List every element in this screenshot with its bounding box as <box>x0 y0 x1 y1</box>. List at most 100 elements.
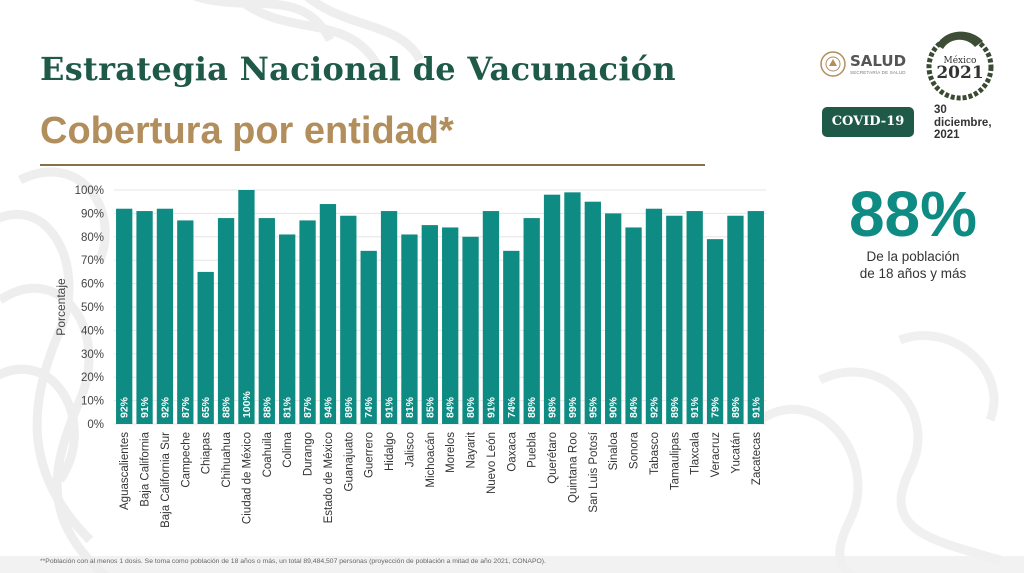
bar-value-label: 65% <box>200 396 212 418</box>
bar <box>645 208 663 424</box>
bar <box>380 211 398 424</box>
y-tick-label: 80% <box>81 232 104 244</box>
x-tick-label: Sonora <box>629 431 641 469</box>
summary-desc-line1: De la población <box>866 249 960 264</box>
page-subtitle: Cobertura por entidad* <box>40 110 454 152</box>
x-tick-label: Campeche <box>180 432 192 488</box>
bar-value-label: 87% <box>302 396 314 418</box>
bar <box>706 239 724 424</box>
title-divider <box>40 164 705 166</box>
x-tick-label: Zacatecas <box>751 432 763 485</box>
y-tick-label: 100% <box>75 185 104 197</box>
seal-icon: México 2021 <box>926 31 994 101</box>
y-tick-label: 50% <box>81 302 104 314</box>
x-tick-label: Yucatán <box>730 432 742 474</box>
bar <box>279 234 296 424</box>
bar-value-label: 99% <box>567 396 579 418</box>
x-tick-label: Chiapas <box>201 432 213 474</box>
x-tick-label: Coahuila <box>262 431 274 477</box>
date-day: 30 <box>934 104 947 116</box>
x-tick-label: Ciudad de México <box>241 432 253 524</box>
eagle-emblem-icon <box>820 51 846 77</box>
x-tick-label: Guanajuato <box>343 432 355 491</box>
bar <box>299 220 316 424</box>
x-tick-label: Veracruz <box>710 432 722 478</box>
x-tick-label: Hidalgo <box>384 432 396 471</box>
bar <box>156 208 174 424</box>
seal-year-text: 2021 <box>936 63 983 83</box>
bar-value-label: 89% <box>343 396 355 418</box>
x-tick-label: Baja California Sur <box>160 432 172 528</box>
bar-value-label: 84% <box>628 396 640 418</box>
y-axis-title: Porcentaje <box>54 278 68 336</box>
y-tick-label: 30% <box>81 349 104 361</box>
covid-badge: COVID-19 <box>822 107 914 137</box>
x-tick-label: Colima <box>282 431 294 467</box>
x-tick-label: Querétaro <box>547 432 559 484</box>
x-tick-label: Guerrero <box>364 432 376 478</box>
bar-value-label: 91% <box>384 396 396 418</box>
bar <box>340 215 357 424</box>
bar-value-label: 74% <box>363 396 375 418</box>
bar-value-label: 94% <box>322 396 334 418</box>
bar-value-label: 88% <box>261 396 273 418</box>
x-tick-label: Morelos <box>445 432 457 473</box>
bar-value-label: 81% <box>404 396 416 418</box>
footnote: **Población con al menos 1 dosis. Se tom… <box>40 558 546 565</box>
x-tick-label: Puebla <box>527 431 539 467</box>
bar-value-label: 92% <box>648 396 660 418</box>
bar-value-label: 95% <box>587 396 599 418</box>
x-tick-label: Aguascalientes <box>119 432 131 510</box>
summary-desc-line2: de 18 años y más <box>859 266 967 281</box>
bar <box>605 213 622 424</box>
summary-percentage: 88% <box>848 178 978 250</box>
bar-value-label: 91% <box>750 396 762 418</box>
bar <box>258 218 275 424</box>
bar <box>360 250 377 424</box>
bar <box>421 225 438 424</box>
bar <box>727 215 744 424</box>
bar <box>523 218 540 424</box>
page-title: Estrategia Nacional de Vacunación <box>40 50 676 88</box>
mexico-2021-seal: México 2021 <box>925 27 995 102</box>
x-tick-label: Michoacán <box>425 432 437 488</box>
x-tick-label: Sinaloa <box>608 431 620 470</box>
y-tick-label: 20% <box>81 372 104 384</box>
bar-value-label: 87% <box>180 396 192 418</box>
bar <box>747 211 764 424</box>
bar-value-label: 88% <box>526 396 538 418</box>
x-tick-label: Nuevo León <box>486 432 498 494</box>
bar-value-label: 80% <box>465 396 477 418</box>
bar-value-label: 85% <box>424 396 436 418</box>
x-tick-label: Tlaxcala <box>690 431 702 474</box>
y-tick-label: 90% <box>81 208 104 220</box>
bar <box>462 236 479 424</box>
bar <box>503 250 520 424</box>
x-tick-label: Baja California <box>140 431 152 506</box>
x-axis-labels: Aguascalientes Baja California Baja Califo… <box>119 431 763 528</box>
bar-value-label: 90% <box>608 396 620 418</box>
bar-value-label: 91% <box>485 396 497 418</box>
bar <box>238 190 255 424</box>
x-tick-label: San Luis Potosí <box>588 431 600 512</box>
salud-logo: SALUD SECRETARÍA DE SALUD <box>820 50 920 80</box>
x-tick-label: Chihuahua <box>221 431 233 487</box>
y-tick-label: 0% <box>87 419 104 431</box>
bar <box>666 215 683 424</box>
chart-bars <box>116 190 764 424</box>
bar-value-labels: 92% 91% 92% 87% 65% 88% 100% 88% 81% 87% 94% 89% 74%… <box>119 390 763 418</box>
summary-description: De la población de 18 años y más <box>830 248 996 282</box>
date-year: 2021 <box>934 129 960 141</box>
bar-value-label: 79% <box>710 396 722 418</box>
bar <box>116 208 133 424</box>
salud-subtext: SECRETARÍA DE SALUD <box>850 70 906 75</box>
date-month: diciembre, <box>934 116 992 129</box>
y-tick-label: 70% <box>81 255 104 267</box>
bar-value-label: 98% <box>547 396 559 418</box>
bar <box>686 211 703 424</box>
y-axis-ticks: 0% 10% 20% 30% 40% 50% 60% 70% 80% 90% 100% <box>75 185 104 431</box>
bar <box>442 227 459 424</box>
x-tick-label: Oaxaca <box>506 431 518 471</box>
bar <box>584 201 601 424</box>
bar-value-label: 100% <box>241 390 253 418</box>
